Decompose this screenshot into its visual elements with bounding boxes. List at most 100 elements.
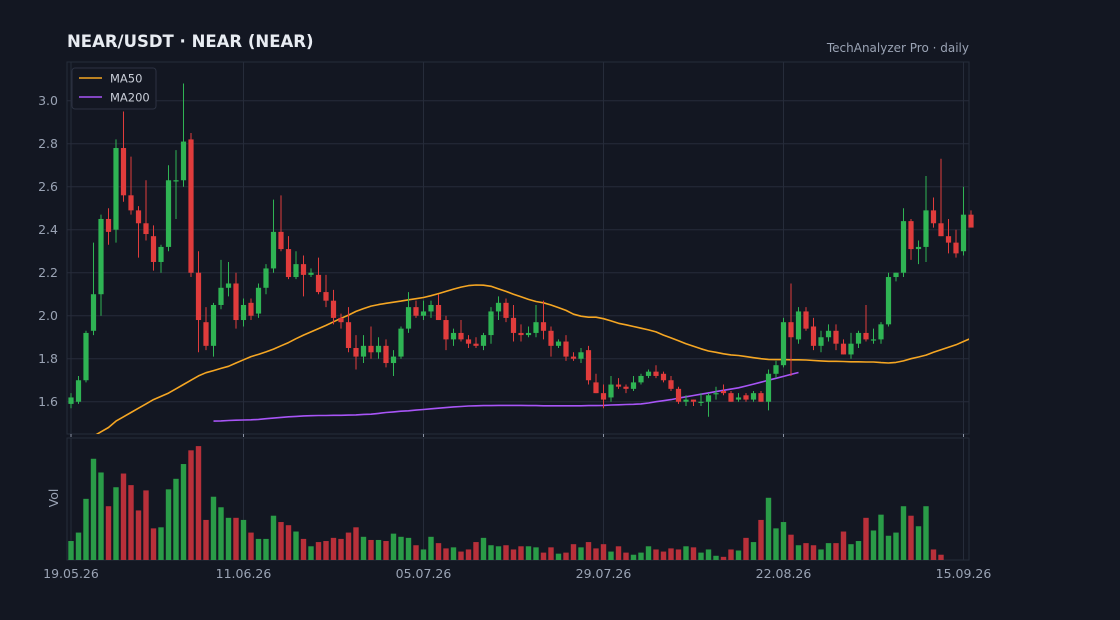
candle <box>465 335 472 348</box>
candle-body <box>480 335 487 346</box>
volume-bar <box>255 538 262 560</box>
candle <box>908 218 914 260</box>
chart-subtitle: TechAnalyzer Pro · daily <box>826 41 969 55</box>
candle <box>525 326 532 338</box>
candle-body <box>600 393 607 400</box>
volume-bar <box>923 506 929 560</box>
volume-bar <box>525 546 532 560</box>
candle-body <box>803 311 809 329</box>
candle-body <box>383 345 389 364</box>
volume-bar <box>510 549 517 560</box>
candle-body <box>870 339 877 341</box>
candle <box>300 255 307 297</box>
candle <box>398 326 404 359</box>
candle <box>113 139 119 243</box>
volume-bars <box>68 446 944 560</box>
candle <box>840 339 847 355</box>
candle <box>158 244 164 273</box>
volume-bar <box>870 530 877 560</box>
volume-bar <box>353 527 359 560</box>
candle <box>450 328 457 346</box>
candle <box>788 283 794 376</box>
candle <box>90 242 97 336</box>
candle <box>353 335 359 370</box>
volume-bar <box>848 544 854 560</box>
candle <box>915 240 922 265</box>
candle-body <box>375 345 382 353</box>
time-tick-label: 05.07.26 <box>396 566 452 581</box>
volume-bar <box>405 537 412 560</box>
volume-bar <box>345 532 352 560</box>
volume-bar <box>383 541 389 560</box>
volume-bar <box>720 556 727 560</box>
volume-bar <box>293 531 299 560</box>
candle <box>608 375 614 402</box>
candle-body <box>728 393 734 402</box>
candle <box>165 165 172 252</box>
candle-body <box>683 399 689 402</box>
candle <box>773 360 779 379</box>
candle-body <box>878 324 884 340</box>
candle-body <box>488 311 494 336</box>
volume-bar <box>773 528 779 560</box>
price-tick-label: 2.6 <box>38 179 58 194</box>
candle-body <box>623 386 629 389</box>
candle <box>968 210 974 228</box>
legend-ma50-label: MA50 <box>110 72 142 86</box>
volume-bar <box>600 544 607 560</box>
candle <box>293 251 299 280</box>
candle-body <box>848 343 854 355</box>
price-tick-label: 1.6 <box>38 394 58 409</box>
candle <box>188 132 194 278</box>
volume-bar <box>735 550 742 560</box>
candle <box>563 335 569 361</box>
candle <box>323 274 329 308</box>
candle-body <box>143 223 149 235</box>
candle <box>638 373 644 385</box>
time-tick-label: 22.08.26 <box>756 566 812 581</box>
volume-bar <box>578 547 584 560</box>
volume-bar <box>480 537 487 560</box>
volume-bar <box>938 554 944 560</box>
candle <box>555 339 562 348</box>
candle-body <box>555 341 562 346</box>
candle <box>120 111 127 202</box>
candle <box>833 324 839 351</box>
candle-body <box>120 148 127 196</box>
candle <box>255 283 262 318</box>
volume-bar <box>240 519 247 560</box>
candle-body <box>420 311 427 316</box>
candle <box>870 328 877 344</box>
volume-bar <box>893 532 899 560</box>
candle-body <box>113 148 119 230</box>
volume-bar <box>780 522 787 560</box>
candle-body <box>533 322 539 333</box>
volume-bar <box>428 536 434 560</box>
candle <box>345 307 352 353</box>
candle <box>923 175 929 262</box>
volume-panel <box>66 437 970 561</box>
volume-bar <box>128 485 134 560</box>
candle <box>330 289 337 325</box>
candle-body <box>248 302 254 316</box>
candle <box>810 317 817 351</box>
candle-body <box>585 350 592 381</box>
candle-body <box>135 210 142 224</box>
time-tick-label: 19.05.26 <box>43 566 99 581</box>
candle-body <box>593 382 599 394</box>
candle-body <box>405 307 412 329</box>
volume-bar <box>908 515 914 560</box>
candle <box>548 326 554 357</box>
volume-bar <box>113 487 119 560</box>
volume-bar <box>585 542 592 560</box>
candle <box>540 300 547 340</box>
candle-body <box>180 141 187 181</box>
candle <box>690 399 697 407</box>
volume-bar <box>765 497 772 560</box>
candle <box>375 337 382 359</box>
candle-body <box>465 339 472 344</box>
candle-body <box>285 249 292 278</box>
volume-bar <box>135 510 142 560</box>
volume-bar <box>218 507 224 560</box>
